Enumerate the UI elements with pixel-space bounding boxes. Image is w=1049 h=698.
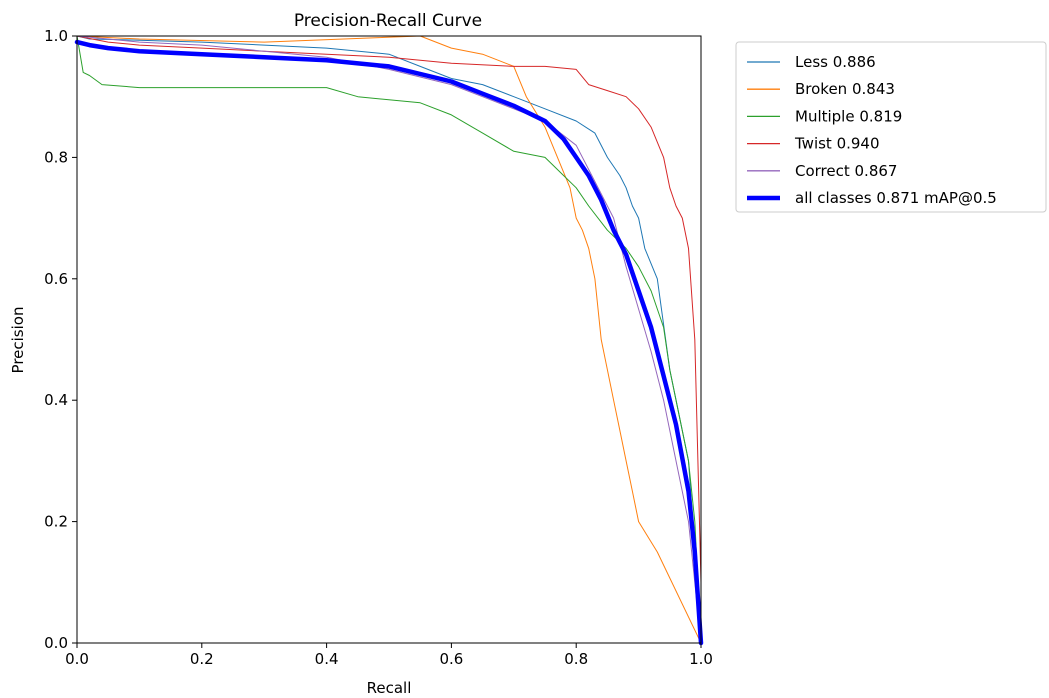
y-tick-label: 0.2 xyxy=(44,513,68,531)
plot-frame xyxy=(76,35,702,644)
legend-label-0: Less 0.886 xyxy=(795,53,876,71)
series-line-1 xyxy=(76,35,702,644)
legend-label-1: Broken 0.843 xyxy=(795,80,895,98)
x-axis-label: Recall xyxy=(367,679,412,697)
series-line-2 xyxy=(76,35,702,644)
y-tick-label: 0.0 xyxy=(44,634,68,652)
legend: Less 0.886 Broken 0.843 Multiple 0.819 Twis… xyxy=(735,41,1047,213)
x-tick-label: 0.6 xyxy=(439,650,463,668)
x-tick-label: 0.4 xyxy=(315,650,339,668)
series-line-4 xyxy=(76,35,702,644)
y-tick-label: 0.6 xyxy=(44,270,68,288)
y-axis-ticks: 0.0 0.2 0.4 0.6 0.8 1.0 xyxy=(44,27,77,652)
x-tick-label: 0.8 xyxy=(564,650,588,668)
series-line-5 xyxy=(74,39,704,646)
x-tick-label: 0.2 xyxy=(190,650,214,668)
x-tick-label: 0.0 xyxy=(65,650,89,668)
x-axis-ticks: 0.0 0.2 0.4 0.6 0.8 1.0 xyxy=(65,643,713,668)
legend-label-2: Multiple 0.819 xyxy=(795,107,902,125)
legend-frame xyxy=(735,41,1047,213)
plot-lines xyxy=(74,35,704,646)
y-axis-label: Precision xyxy=(9,307,27,374)
legend-items: Less 0.886 Broken 0.843 Multiple 0.819 Twis… xyxy=(747,53,997,207)
y-tick-label: 0.4 xyxy=(44,391,68,409)
legend-label-5: all classes 0.871 mAP@0.5 xyxy=(795,189,997,207)
y-tick-label: 1.0 xyxy=(44,27,68,45)
x-tick-label: 1.0 xyxy=(689,650,713,668)
chart-title: Precision-Recall Curve xyxy=(294,11,482,31)
legend-label-3: Twist 0.940 xyxy=(794,135,880,153)
y-tick-label: 0.8 xyxy=(44,148,68,166)
legend-label-4: Correct 0.867 xyxy=(795,162,897,180)
